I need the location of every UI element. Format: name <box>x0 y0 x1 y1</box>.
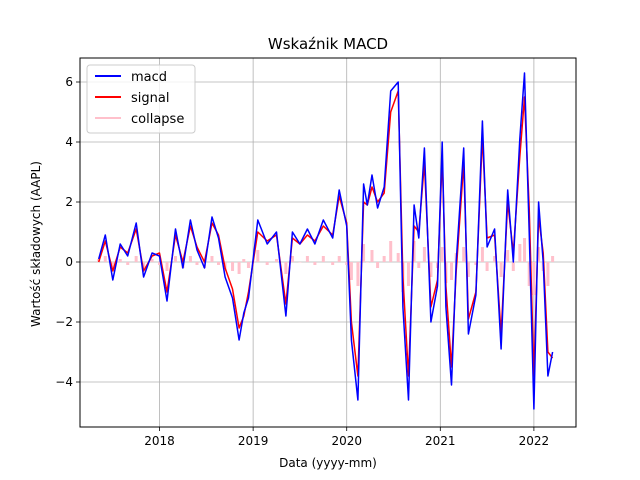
collapse-bar <box>511 262 515 271</box>
collapse-bar <box>440 247 444 262</box>
y-ticks: −4 −2 0 2 4 6 <box>55 75 80 389</box>
collapse-bar <box>422 247 426 262</box>
x-axis-label: Data (yyyy-mm) <box>279 456 377 470</box>
collapse-bar <box>356 262 360 286</box>
collapse-bar <box>412 241 416 262</box>
collapse-bar <box>237 262 241 274</box>
collapse-bar <box>546 262 550 286</box>
collapse-bar <box>331 262 335 265</box>
collapse-bar <box>376 262 380 268</box>
y-tick-label: 4 <box>65 135 73 149</box>
x-tick-label: 2022 <box>519 434 550 448</box>
y-tick-label: 0 <box>65 255 73 269</box>
legend-label-collapse: collapse <box>131 112 184 127</box>
legend-label-signal: signal <box>131 91 169 106</box>
collapse-bar <box>103 256 107 262</box>
legend: macd signal collapse <box>86 64 196 134</box>
collapse-bar <box>518 244 522 262</box>
collapse-bar <box>362 244 366 262</box>
collapse-bar <box>551 256 555 262</box>
collapse-bar <box>365 262 369 263</box>
collapse-bar <box>389 241 393 262</box>
collapse-bar <box>406 262 410 286</box>
collapse-bar <box>321 256 325 262</box>
collapse-bar <box>298 262 302 263</box>
y-tick-label: 2 <box>65 195 73 209</box>
collapse-bar <box>396 253 400 262</box>
collapse-bar <box>305 256 309 262</box>
y-tick-label: −4 <box>55 375 73 389</box>
collapse-bar <box>527 262 531 286</box>
collapse-bar <box>256 250 260 262</box>
collapse-bar <box>429 262 433 277</box>
collapse-bar <box>485 262 489 271</box>
collapse-bar <box>417 262 421 268</box>
x-ticks: 2018 2019 2020 2021 2022 <box>144 427 549 448</box>
collapse-bar <box>142 262 146 268</box>
collapse-bar <box>217 262 221 265</box>
collapse-bar <box>382 256 386 262</box>
collapse-bar <box>537 247 541 262</box>
y-axis-label: Wartość składowych (AAPL) <box>29 161 43 327</box>
collapse-bar <box>195 262 199 265</box>
collapse-bar <box>480 247 484 262</box>
collapse-bar <box>188 256 192 262</box>
collapse-bar <box>523 238 527 262</box>
collapse-bar <box>231 262 235 271</box>
collapse-bar <box>345 262 349 265</box>
collapse-bar <box>242 259 246 262</box>
x-tick-label: 2018 <box>144 434 175 448</box>
collapse-bar <box>313 262 317 265</box>
legend-box <box>86 64 196 134</box>
collapse-bar <box>118 259 122 262</box>
collapse-bar <box>173 256 177 262</box>
collapse-bar <box>265 262 269 265</box>
collapse-bar <box>275 259 279 262</box>
collapse-bar <box>499 262 503 277</box>
collapse-bar <box>506 250 510 262</box>
y-tick-label: 6 <box>65 75 73 89</box>
collapse-bar <box>462 247 466 262</box>
collapse-bar <box>134 256 138 262</box>
collapse-bar <box>337 256 341 262</box>
y-tick-label: −2 <box>55 315 73 329</box>
x-tick-label: 2019 <box>238 434 269 448</box>
series-lines <box>97 72 554 410</box>
legend-label-macd: macd <box>131 70 167 85</box>
collapse-bar <box>246 262 250 268</box>
series-line-macd <box>97 72 554 410</box>
collapse-bar <box>532 262 536 295</box>
plot-frame <box>79 57 577 428</box>
collapse-bar <box>474 262 478 265</box>
collapse-bar <box>111 262 115 271</box>
x-tick-label: 2021 <box>425 434 456 448</box>
x-tick-label: 2020 <box>331 434 362 448</box>
collapse-bar <box>493 256 497 262</box>
collapse-bar <box>370 250 374 262</box>
collapse-bar <box>126 262 130 265</box>
collapse-bar <box>290 256 294 262</box>
series-line-signal <box>97 90 554 377</box>
collapse-bar <box>450 262 454 280</box>
collapse-bar <box>284 262 288 274</box>
collapse-bar <box>158 262 162 265</box>
collapse-bar <box>349 262 353 280</box>
collapse-bar <box>466 262 470 277</box>
collapse-bar <box>210 256 214 262</box>
chart-title: Wskaźnik MACD <box>268 35 388 53</box>
collapse-bar <box>165 262 169 271</box>
collapse-bar <box>150 259 154 262</box>
